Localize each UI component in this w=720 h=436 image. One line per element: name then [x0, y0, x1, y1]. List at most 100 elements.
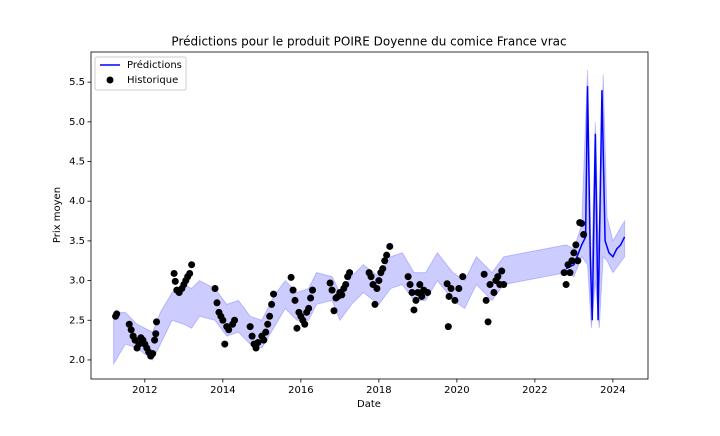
history-point	[254, 338, 262, 346]
history-point	[373, 285, 381, 293]
y-tick-label: 4.0	[69, 196, 85, 207]
history-point	[213, 299, 221, 307]
history-point	[443, 280, 451, 288]
x-axis-label: Date	[357, 399, 381, 410]
history-point	[266, 312, 274, 320]
history-point	[125, 320, 133, 328]
history-point	[188, 261, 196, 269]
history-point	[326, 279, 334, 287]
history-point	[151, 336, 159, 344]
y-tick-label: 3.5	[69, 236, 85, 247]
history-point	[270, 290, 278, 298]
y-axis-label: Prix moyen	[52, 187, 63, 243]
history-point	[252, 344, 260, 352]
legend-marker	[106, 76, 114, 84]
history-point	[268, 300, 276, 308]
history-point	[386, 242, 394, 250]
history-point	[383, 251, 391, 259]
history-point	[262, 328, 270, 336]
history-point	[113, 310, 121, 318]
history-point	[170, 269, 178, 277]
history-point	[480, 270, 488, 278]
legend-label: Prédictions	[127, 59, 182, 71]
history-point	[404, 273, 412, 281]
history-point	[578, 219, 586, 227]
history-point	[560, 269, 568, 277]
history-point	[127, 326, 135, 334]
plot-frame	[90, 51, 649, 380]
legend-label: Historique	[127, 75, 178, 86]
history-point	[291, 296, 299, 304]
history-point	[500, 281, 508, 289]
x-tick-label: 2016	[288, 385, 313, 396]
history-point	[484, 318, 492, 326]
history-point	[307, 294, 315, 302]
history-point	[330, 307, 338, 315]
history-point	[444, 323, 452, 331]
prediction-line	[565, 86, 626, 321]
history-point	[451, 296, 459, 304]
history-point	[293, 324, 301, 332]
history-point	[566, 269, 574, 277]
history-point	[260, 336, 268, 344]
history-point	[152, 330, 160, 338]
history-point	[408, 288, 416, 296]
history-point	[264, 320, 272, 328]
history-point	[424, 288, 432, 296]
history-point	[328, 286, 336, 294]
history-point	[338, 291, 346, 299]
x-tick-label: 2020	[444, 385, 469, 396]
y-tick-label: 3.0	[69, 276, 85, 287]
y-tick-label: 2.0	[69, 355, 85, 366]
history-point	[445, 292, 453, 300]
history-point	[572, 241, 580, 249]
history-point	[346, 269, 354, 277]
x-tick-label: 2014	[210, 385, 235, 396]
history-point	[289, 286, 297, 294]
history-point	[248, 332, 256, 340]
history-point	[580, 231, 588, 239]
history-point	[246, 323, 254, 331]
history-point	[412, 296, 420, 304]
x-tick-label: 2024	[600, 385, 625, 396]
history-point	[342, 281, 350, 289]
uncertainty-band	[113, 70, 626, 366]
history-point	[482, 296, 490, 304]
history-point	[406, 281, 414, 289]
history-point	[381, 257, 389, 265]
history-point	[149, 350, 157, 358]
history-point	[568, 257, 576, 265]
y-tick-label: 5.0	[69, 117, 85, 128]
history-point	[225, 326, 233, 334]
history-point	[416, 281, 424, 289]
history-point	[301, 320, 309, 328]
history-point	[418, 292, 426, 300]
history-point	[375, 277, 383, 285]
y-tick-label: 4.5	[69, 157, 85, 168]
x-tick-label: 2012	[132, 385, 157, 396]
history-point	[231, 316, 239, 324]
history-point	[562, 281, 570, 289]
history-point	[455, 285, 463, 293]
history-point	[459, 273, 467, 281]
history-point	[490, 288, 498, 296]
history-point	[221, 340, 229, 348]
history-point	[367, 273, 375, 281]
history-point	[305, 304, 313, 312]
history-point	[486, 281, 494, 289]
y-tick-label: 2.5	[69, 315, 85, 326]
history-point	[171, 277, 179, 285]
history-point	[574, 257, 582, 265]
history-point	[494, 273, 502, 281]
history-point	[371, 300, 379, 308]
history-point	[219, 316, 227, 324]
history-point	[379, 265, 387, 273]
history-point	[498, 267, 506, 275]
chart-title: Prédictions pour le produit POIRE Doyenn…	[171, 35, 566, 49]
history-point	[211, 285, 219, 293]
history-point	[287, 273, 295, 281]
history-point	[570, 249, 578, 257]
history-point	[410, 306, 418, 314]
history-point	[309, 286, 317, 294]
